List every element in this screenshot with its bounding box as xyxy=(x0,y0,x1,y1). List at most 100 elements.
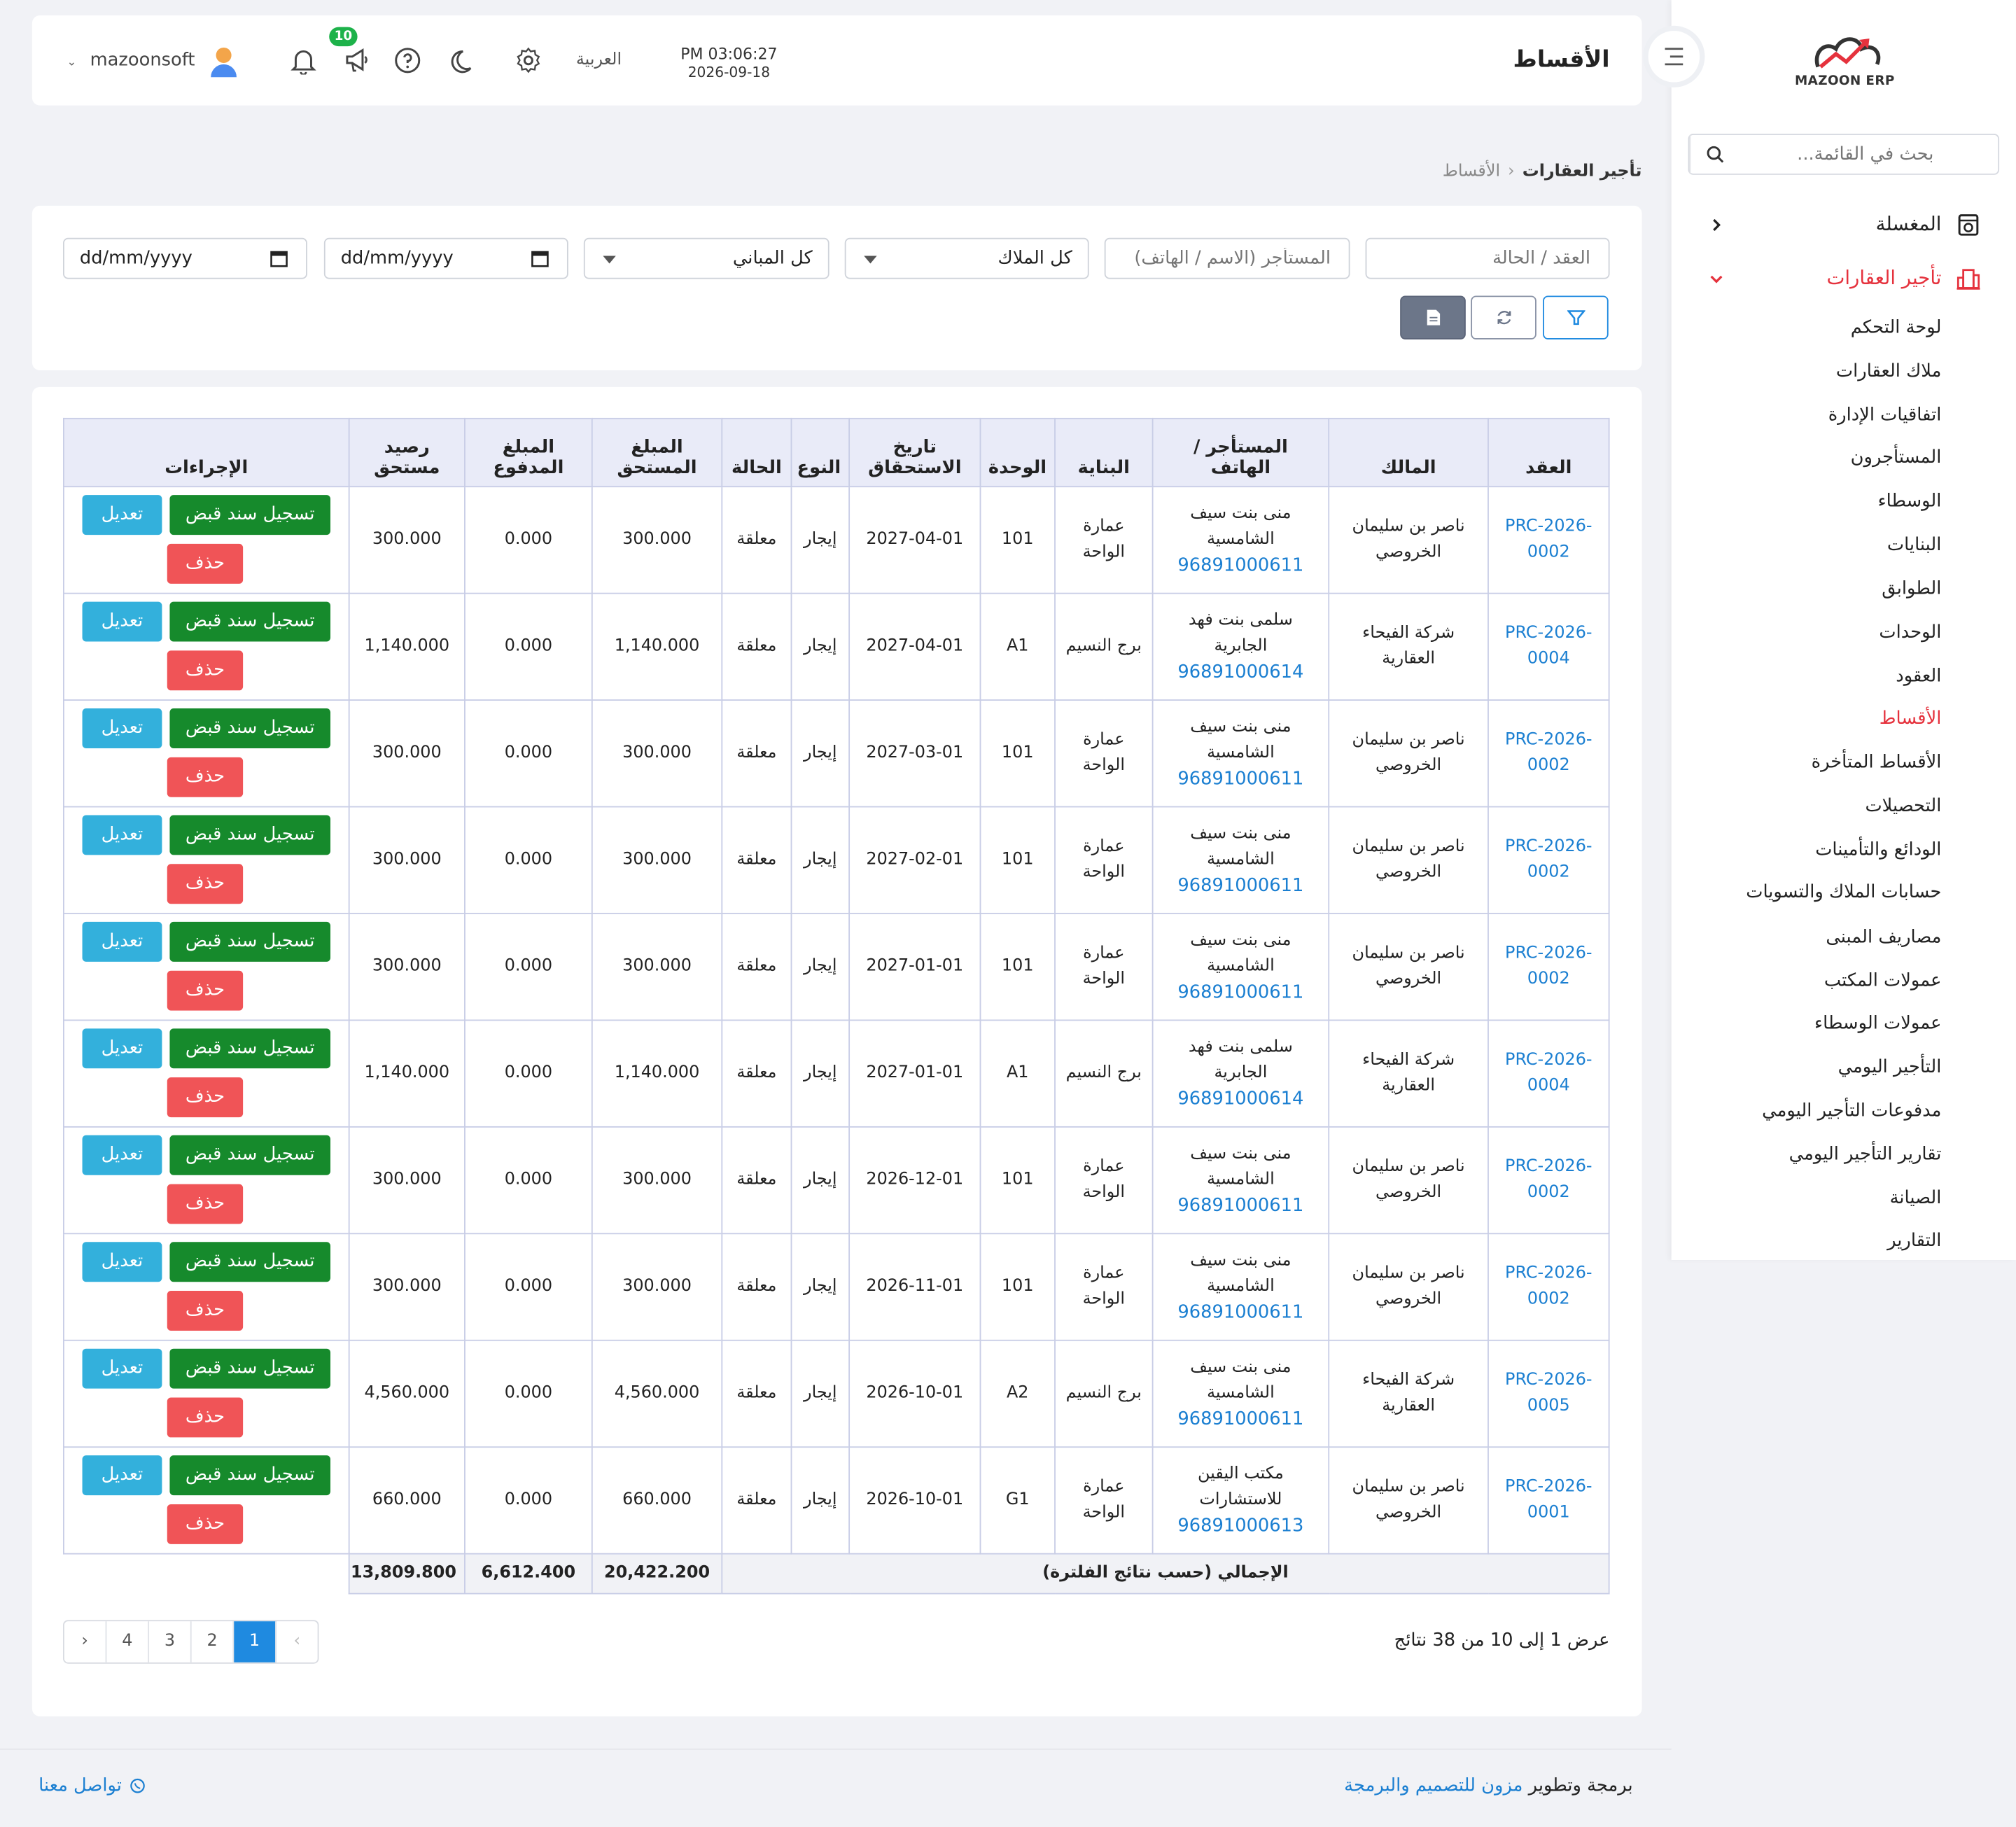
sidebar-item[interactable]: حسابات الملاك والتسويات xyxy=(1746,881,1942,903)
register-receipt-button[interactable]: تسجيل سند قبض xyxy=(169,1242,331,1282)
calendar-icon[interactable] xyxy=(531,249,550,267)
sidebar-item[interactable]: الوسطاء xyxy=(1877,491,1942,512)
col-type[interactable]: النوع xyxy=(790,417,850,488)
export-button[interactable] xyxy=(1400,295,1466,340)
sidebar-item[interactable]: الأقساط xyxy=(1879,708,1942,729)
help-icon[interactable] xyxy=(393,46,421,74)
delete-button[interactable]: حذف xyxy=(167,1504,244,1544)
sidebar-item[interactable]: الودائع والتأمينات xyxy=(1815,839,1942,860)
tenant-phone[interactable]: 96891000611 xyxy=(1177,982,1304,1003)
edit-button[interactable]: تعديل xyxy=(82,815,162,855)
delete-button[interactable]: حذف xyxy=(167,970,244,1011)
cell-contract[interactable]: PRC-2026-0002 xyxy=(1488,913,1610,1021)
contract-status-filter[interactable] xyxy=(1365,237,1610,279)
delete-button[interactable]: حذف xyxy=(167,650,244,691)
edit-button[interactable]: تعديل xyxy=(82,1135,162,1175)
page-3[interactable]: 3 xyxy=(149,1621,192,1662)
edit-button[interactable]: تعديل xyxy=(82,1028,162,1069)
sidebar-item[interactable]: التأجير اليومي xyxy=(1837,1056,1942,1078)
tenant-phone[interactable]: 96891000611 xyxy=(1177,875,1304,897)
tenant-phone[interactable]: 96891000614 xyxy=(1177,662,1304,683)
edit-button[interactable]: تعديل xyxy=(82,1242,162,1282)
col-owner[interactable]: المالك xyxy=(1328,417,1489,488)
sidebar-item[interactable]: عمولات الوسطاء xyxy=(1814,1013,1942,1034)
sidebar-item[interactable]: ملاك العقارات xyxy=(1835,361,1942,382)
tenant-phone[interactable]: 96891000613 xyxy=(1177,1516,1304,1536)
chevron-down-icon[interactable]: ⌄ xyxy=(66,56,77,70)
cell-contract[interactable]: PRC-2026-0005 xyxy=(1488,1339,1610,1448)
register-receipt-button[interactable]: تسجيل سند قبض xyxy=(169,815,331,855)
delete-button[interactable]: حذف xyxy=(167,543,244,584)
sidebar-item[interactable]: اتفاقيات الإدارة xyxy=(1828,405,1942,426)
date-to-input[interactable]: dd/mm/yyyy xyxy=(323,237,568,279)
col-amount-due[interactable]: المبلغ المستحق xyxy=(591,417,723,488)
pagination-next[interactable]: › xyxy=(64,1621,107,1662)
delete-button[interactable]: حذف xyxy=(167,757,244,797)
register-receipt-button[interactable]: تسجيل سند قبض xyxy=(169,1028,331,1069)
cell-contract[interactable]: PRC-2026-0004 xyxy=(1488,592,1610,701)
contact-link[interactable]: تواصل معنا xyxy=(38,1775,145,1796)
tenant-phone[interactable]: 96891000611 xyxy=(1177,1302,1304,1323)
megaphone-icon[interactable] xyxy=(343,46,371,74)
breadcrumb-parent[interactable]: تأجير العقارات xyxy=(1522,162,1642,181)
sidebar-search-input[interactable] xyxy=(1712,134,1937,174)
col-unit[interactable]: الوحدة xyxy=(979,417,1056,488)
sidebar-item[interactable]: المستأجرون xyxy=(1850,447,1942,468)
contract-status-input[interactable] xyxy=(1366,239,1609,278)
avatar[interactable] xyxy=(206,43,241,79)
edit-button[interactable]: تعديل xyxy=(82,708,162,748)
register-receipt-button[interactable]: تسجيل سند قبض xyxy=(169,601,331,642)
language-switch[interactable]: العربية xyxy=(575,50,622,70)
col-contract[interactable]: العقد xyxy=(1488,417,1610,488)
sidebar-item[interactable]: مدفوعات التأجير اليومي xyxy=(1762,1100,1942,1121)
filter-button[interactable] xyxy=(1543,295,1609,340)
moon-icon[interactable] xyxy=(450,46,478,74)
pagination-prev[interactable]: ‹ xyxy=(293,1631,301,1651)
register-receipt-button[interactable]: تسجيل سند قبض xyxy=(169,495,331,536)
sidebar-item[interactable]: لوحة التحكم xyxy=(1850,317,1942,339)
settings-icon[interactable] xyxy=(514,46,542,74)
col-due-date[interactable]: تاريخ الاستحقاق xyxy=(848,417,981,488)
calendar-icon[interactable] xyxy=(270,249,288,267)
date-from-input[interactable]: dd/mm/yyyy xyxy=(62,237,307,279)
sidebar-item[interactable]: الوحدات xyxy=(1879,622,1942,643)
cell-contract[interactable]: PRC-2026-0002 xyxy=(1488,699,1610,808)
sidebar-toggle-button[interactable] xyxy=(1648,31,1700,83)
delete-button[interactable]: حذف xyxy=(167,1397,244,1438)
reset-button[interactable] xyxy=(1471,295,1536,340)
sidebar-group-real-estate[interactable]: تأجير العقارات xyxy=(1672,257,2016,300)
register-receipt-button[interactable]: تسجيل سند قبض xyxy=(169,1455,331,1496)
footer-credit-link[interactable]: مزون للتصميم والبرمجة xyxy=(1344,1775,1523,1796)
register-receipt-button[interactable]: تسجيل سند قبض xyxy=(169,708,331,748)
tenant-phone[interactable]: 96891000611 xyxy=(1177,555,1304,576)
register-receipt-button[interactable]: تسجيل سند قبض xyxy=(169,921,331,962)
sidebar-item[interactable]: العقود xyxy=(1896,666,1942,687)
sidebar-item[interactable]: الطوابق xyxy=(1882,578,1942,599)
cell-contract[interactable]: PRC-2026-0002 xyxy=(1488,806,1610,914)
delete-button[interactable]: حذف xyxy=(167,1291,244,1331)
edit-button[interactable]: تعديل xyxy=(82,921,162,962)
sidebar-item[interactable]: تقارير التأجير اليومي xyxy=(1788,1144,1942,1166)
col-status[interactable]: الحالة xyxy=(721,417,792,488)
page-2[interactable]: 2 xyxy=(192,1621,234,1662)
cell-contract[interactable]: PRC-2026-0001 xyxy=(1488,1446,1610,1555)
tenant-phone[interactable]: 96891000611 xyxy=(1177,769,1304,790)
col-balance[interactable]: رصيد مستحق xyxy=(348,417,465,488)
edit-button[interactable]: تعديل xyxy=(82,601,162,642)
edit-button[interactable]: تعديل xyxy=(82,1348,162,1389)
page-4[interactable]: 4 xyxy=(106,1621,150,1662)
cell-contract[interactable]: PRC-2026-0002 xyxy=(1488,486,1610,594)
register-receipt-button[interactable]: تسجيل سند قبض xyxy=(169,1348,331,1389)
sidebar-item[interactable]: عمولات المكتب xyxy=(1823,970,1942,992)
username[interactable]: mazoonsoft xyxy=(90,50,195,71)
tenant-input[interactable] xyxy=(1105,239,1349,278)
delete-button[interactable]: حذف xyxy=(167,1184,244,1224)
sidebar-item[interactable]: البنايات xyxy=(1886,535,1942,556)
tenant-filter[interactable] xyxy=(1104,237,1350,279)
sidebar-item[interactable]: التحصيلات xyxy=(1865,795,1942,817)
bell-icon[interactable] xyxy=(289,46,317,75)
sidebar-item[interactable]: التقارير xyxy=(1887,1230,1942,1252)
col-amount-paid[interactable]: المبلغ المدفوع xyxy=(464,417,593,488)
delete-button[interactable]: حذف xyxy=(167,1077,244,1118)
cell-contract[interactable]: PRC-2026-0004 xyxy=(1488,1019,1610,1128)
